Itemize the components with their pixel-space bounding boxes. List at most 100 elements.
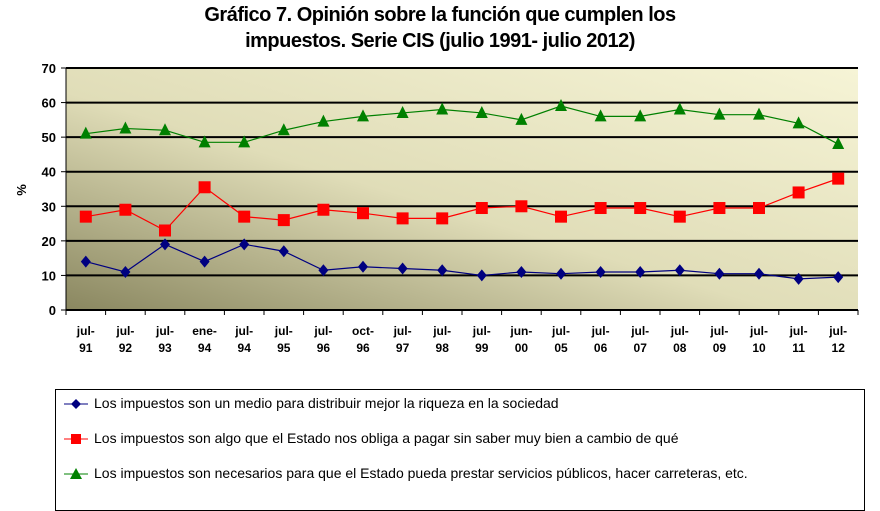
data-point-triangle	[753, 107, 765, 120]
data-point-triangle	[594, 109, 607, 122]
data-point-triangle	[436, 102, 449, 115]
triangle-marker-icon	[64, 468, 88, 479]
data-point-square	[792, 186, 805, 199]
data-point-diamond	[160, 238, 170, 251]
data-point-triangle	[198, 135, 211, 148]
data-point-square	[673, 210, 686, 223]
data-point-square	[396, 212, 409, 225]
x-tick-label: 09	[713, 341, 727, 355]
series-line	[85, 105, 839, 145]
chart-title-line-1: Gráfico 7. Opinión sobre la función que …	[204, 4, 676, 26]
data-point-diamond	[437, 264, 448, 277]
x-tick-label: 97	[396, 341, 410, 355]
data-point-diamond	[556, 267, 566, 280]
data-point-triangle	[277, 123, 290, 136]
data-point-triangle	[159, 123, 171, 136]
data-point-triangle	[713, 107, 726, 120]
data-point-diamond	[318, 264, 329, 277]
x-tick-label: 05	[554, 341, 568, 355]
x-tick-label: 91	[79, 341, 93, 355]
data-point-square	[277, 214, 290, 227]
x-tick-label: 12	[832, 341, 846, 355]
legend-label: Los impuestos son un medio para distribu…	[94, 395, 559, 411]
data-point-square	[515, 200, 528, 213]
x-tick-label: jul-	[749, 324, 768, 338]
legend-item-redistribute: Los impuestos son un medio para distribu…	[64, 395, 854, 411]
legend: Los impuestos son un medio para distribu…	[55, 389, 865, 511]
chart-title: Gráfico 7. Opinión sobre la función que …	[0, 2, 880, 54]
y-tick-label: 50	[42, 130, 56, 145]
data-point-diamond	[199, 255, 210, 268]
y-tick-label: 30	[42, 199, 56, 214]
data-point-square	[238, 210, 251, 223]
x-tick-label: ene-	[192, 324, 217, 338]
data-point-triangle	[357, 109, 369, 122]
x-tick-label: jul-	[274, 324, 293, 338]
plot-area	[66, 68, 858, 310]
data-point-diamond	[476, 269, 487, 282]
data-point-square	[594, 202, 607, 215]
x-tick-label: 11	[792, 341, 805, 355]
x-tick-label: 99	[475, 341, 489, 355]
diamond-marker-icon	[64, 399, 88, 409]
legend-label: Los impuestos son necesarios para que el…	[94, 465, 748, 481]
x-tick-label: jul-	[709, 324, 728, 338]
y-tick-label: 10	[42, 268, 56, 283]
data-point-square	[555, 210, 567, 223]
x-tick-label: jul-	[155, 324, 174, 338]
x-tick-label: jul-	[313, 324, 332, 338]
data-point-triangle	[238, 135, 251, 148]
data-point-diamond	[239, 238, 250, 251]
x-tick-label: jun-	[509, 324, 532, 338]
y-tick-label: 40	[42, 165, 56, 180]
data-point-triangle	[634, 109, 647, 122]
data-point-square	[634, 202, 647, 215]
data-point-square	[317, 203, 330, 216]
data-point-triangle	[317, 114, 330, 127]
x-tick-label: jul-	[789, 324, 808, 338]
data-point-square	[79, 210, 92, 223]
x-tick-label: 00	[515, 341, 529, 355]
x-tick-label: 98	[436, 341, 450, 355]
x-tick-label: jul-	[76, 324, 95, 338]
chart-title-line-2: impuestos. Serie CIS (julio 1991- julio …	[245, 30, 635, 52]
x-tick-label: jul-	[591, 324, 610, 338]
data-point-triangle	[555, 99, 567, 112]
data-point-square	[357, 207, 369, 220]
x-tick-label: jul-	[828, 324, 847, 338]
data-point-square	[713, 202, 726, 215]
data-point-diamond	[278, 245, 289, 258]
x-tick-label: jul-	[234, 324, 253, 338]
x-tick-label: 96	[356, 341, 370, 355]
x-tick-label: 96	[317, 341, 331, 355]
x-tick-label: 95	[277, 341, 291, 355]
x-tick-label: jul-	[472, 324, 491, 338]
series-line	[85, 178, 839, 232]
x-tick-label: 94	[198, 341, 212, 355]
data-point-triangle	[119, 121, 132, 134]
data-point-square	[436, 212, 449, 225]
data-point-diamond	[754, 267, 764, 280]
y-tick-label: 60	[42, 96, 56, 111]
data-point-square	[753, 202, 765, 215]
data-point-square	[475, 202, 488, 215]
data-point-diamond	[358, 260, 368, 273]
x-tick-label: 08	[673, 341, 687, 355]
square-marker-icon	[64, 434, 88, 444]
x-tick-label: jul-	[115, 324, 134, 338]
x-tick-label: 10	[752, 341, 766, 355]
data-point-diamond	[635, 265, 646, 278]
data-point-triangle	[673, 102, 686, 115]
data-point-diamond	[595, 265, 606, 278]
x-tick-label: 94	[238, 341, 252, 355]
y-axis-label: %	[14, 184, 29, 196]
legend-label: Los impuestos son algo que el Estado nos…	[94, 430, 679, 446]
data-point-triangle	[832, 137, 845, 150]
y-tick-label: 20	[42, 234, 56, 249]
data-point-triangle	[475, 105, 488, 118]
data-point-diamond	[714, 267, 725, 280]
x-tick-label: jul-	[432, 324, 451, 338]
data-point-triangle	[79, 126, 92, 139]
legend-item-public-services: Los impuestos son necesarios para que el…	[64, 465, 854, 481]
data-point-square	[832, 172, 845, 185]
